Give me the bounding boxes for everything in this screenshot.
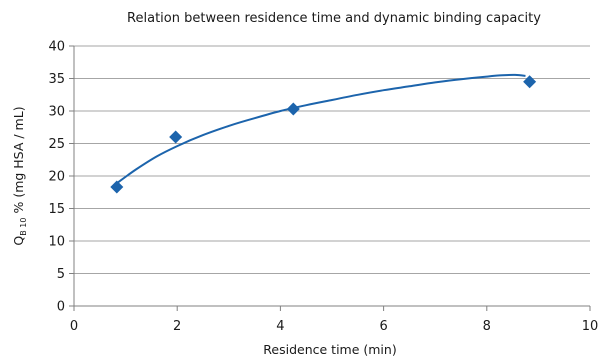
x-tick-label: 10 <box>582 319 599 334</box>
y-tick-label: 10 <box>48 235 65 250</box>
x-tick-label: 6 <box>379 319 387 334</box>
data-points <box>110 75 537 194</box>
x-tick-label: 2 <box>173 319 181 334</box>
y-tick-label: 5 <box>57 267 65 282</box>
gridlines <box>74 45 590 274</box>
x-axis-title: Residence time (min) <box>263 342 396 357</box>
y-tick-label: 25 <box>48 137 65 152</box>
data-point <box>169 130 183 144</box>
chart-title: Relation between residence time and dyna… <box>127 11 541 26</box>
trend-line <box>117 73 526 184</box>
x-tick-label: 8 <box>483 319 491 334</box>
y-tick-label: 0 <box>57 300 65 315</box>
data-point <box>286 102 300 116</box>
axes <box>69 45 591 311</box>
x-tick-label: 0 <box>70 319 78 334</box>
x-tick-labels: 0 2 4 6 8 10 <box>70 319 598 334</box>
data-point <box>110 180 124 194</box>
y-tick-label: 30 <box>48 105 65 120</box>
y-tick-label: 40 <box>48 40 65 55</box>
x-tick-label: 4 <box>276 319 284 334</box>
y-tick-label: 20 <box>48 170 65 185</box>
data-point <box>523 75 537 89</box>
y-tick-labels: 0 5 10 15 20 25 30 35 40 <box>48 40 65 315</box>
y-tick-label: 15 <box>48 202 65 217</box>
y-tick-label: 35 <box>48 72 65 87</box>
y-axis-title: QB 10 % (mg HSA / mL) <box>11 106 28 245</box>
